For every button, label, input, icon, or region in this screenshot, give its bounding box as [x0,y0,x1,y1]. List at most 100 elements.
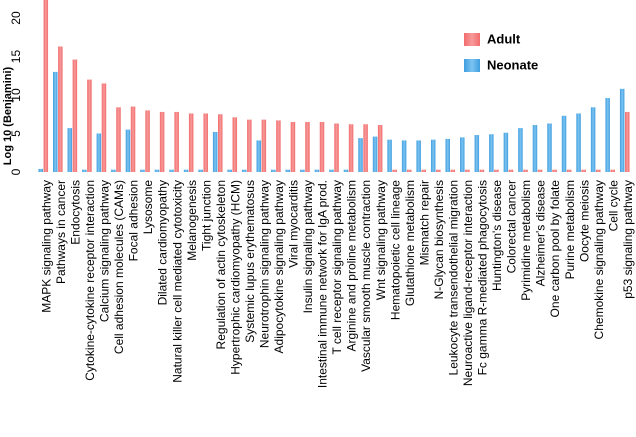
x-tick-label: Vascular smooth muscle contraction [359,180,373,372]
bar-adult [566,169,572,172]
bar-adult [101,83,107,172]
bar-neonate [241,169,247,172]
bar-adult [610,169,615,172]
bar-neonate [358,138,363,172]
bar-neonate [416,140,421,172]
bar-neonate [329,169,334,172]
bar-adult [421,169,427,172]
x-tick-label: Fc gamma R-mediated phagocytosis [476,180,490,375]
bar-neonate [38,168,43,172]
bar-neonate [532,125,538,172]
x-tick-label: Melanogenesis [185,180,199,261]
bar-adult [261,119,267,172]
bar-adult [58,46,63,172]
bar-adult [130,106,136,172]
legend-swatch-adult [464,33,480,46]
x-tick-label: Hematopoietic cell lineage [388,180,402,320]
bar-adult [116,107,121,172]
legend-swatch-neonate [464,59,480,72]
y-axis-title: Log 10 (Benjamini) [2,66,14,165]
bar-adult [334,123,339,172]
bar-neonate [198,169,203,172]
bar-neonate [300,169,305,172]
bar-adult [479,169,485,172]
bar-adult [465,169,470,172]
x-tick-label: Hypertrophic cardiomyopathy (HCM) [228,180,242,375]
x-tick-label: Calcium signaling pathway [98,180,112,322]
x-tick-label: Huntington's disease [490,180,504,291]
x-tick-label: Tight junction [199,180,213,251]
bar-neonate [96,133,102,172]
bar-neonate [489,134,494,172]
bar-neonate [169,169,174,172]
x-tick-label: Intestinal immune network for IgA prod. [316,180,330,388]
y-axis: 0 5 10 15 20 [9,11,23,175]
bar-adult [436,169,441,172]
x-tick-label: N-Glycan biosynthesis [432,180,446,299]
bar-adult [406,169,412,172]
bar-neonate [111,169,116,172]
x-tick-label: Arginine and proline metabolism [345,180,359,351]
x-tick-label: Cell cycle [606,180,620,232]
x-tick-label: Oocyte meiosis [577,180,591,262]
bars-group [38,0,630,172]
bar-adult [247,119,252,172]
x-tick-label: Endocytosis [69,180,83,245]
bar-adult [450,169,456,172]
bar-adult [305,121,310,172]
x-tick-label: Colorectal cancer [505,180,519,273]
bar-neonate [212,131,218,172]
bar-neonate [387,139,392,172]
bar-adult [363,124,368,172]
x-tick-label: Pyrimidine metabolism [519,180,533,301]
bar-adult [174,111,179,172]
x-tick-label: p53 signaling pathway [621,180,635,299]
bar-neonate [518,128,523,172]
bar-neonate [227,169,232,172]
x-tick-label: Systemic lupus erythematosus [243,180,257,343]
bar-neonate [53,71,58,172]
x-tick-label: Pathways in cancer [54,180,68,284]
bar-adult [232,117,238,172]
x-tick-label: Cytokine-cytokine receptor interaction [83,180,97,381]
bar-adult [581,169,586,172]
bar-adult [392,169,397,172]
x-tick-label: Leukocyte transendothelial migration [446,180,460,375]
bar-adult [595,169,601,172]
bar-adult [348,124,354,172]
x-tick-label: Mismatch repair [417,180,431,265]
bar-neonate [140,169,145,172]
bar-neonate [285,169,291,172]
x-tick-label: MAPK signaling pathway [39,180,53,313]
x-tick-label: Focal adhesion [127,180,141,261]
bar-adult [203,113,208,172]
bar-neonate [67,128,73,172]
y-tick-label: 15 [9,50,23,64]
bar-adult [290,121,296,172]
bar-adult [625,111,630,172]
x-tick-label: Neuroactive ligand-receptor interaction [461,180,475,386]
bar-neonate [547,123,552,172]
x-tick-label: Chemokine signaling pathway [592,180,606,339]
bar-neonate [430,139,436,172]
x-tick-label: Adipocytokine signaling pathway [272,180,286,353]
x-tick-label: Regulation of actin cytoskeleton [214,180,228,349]
bar-neonate [619,88,625,172]
x-tick-label: Cell adhesion molecules (CAMs) [112,180,126,354]
x-tick-label: Viral myocarditis [287,180,301,268]
bar-adult [218,114,223,172]
bar-adult [276,120,281,172]
bar-neonate [314,169,320,172]
bar-neonate [605,98,610,172]
bar-adult [377,125,383,172]
y-tick-label: 0 [9,168,23,175]
x-tick-label: Alzheimer's disease [534,180,548,287]
x-tick-label: Insulin signaling pathway [301,180,315,313]
bar-adult [319,121,325,172]
bar-neonate [183,169,189,172]
bar-neonate [474,135,480,172]
legend-label-adult: Adult [487,31,521,46]
legend: Adult Neonate [464,31,538,72]
bar-neonate [503,132,509,172]
legend-label-neonate: Neonate [487,57,538,72]
